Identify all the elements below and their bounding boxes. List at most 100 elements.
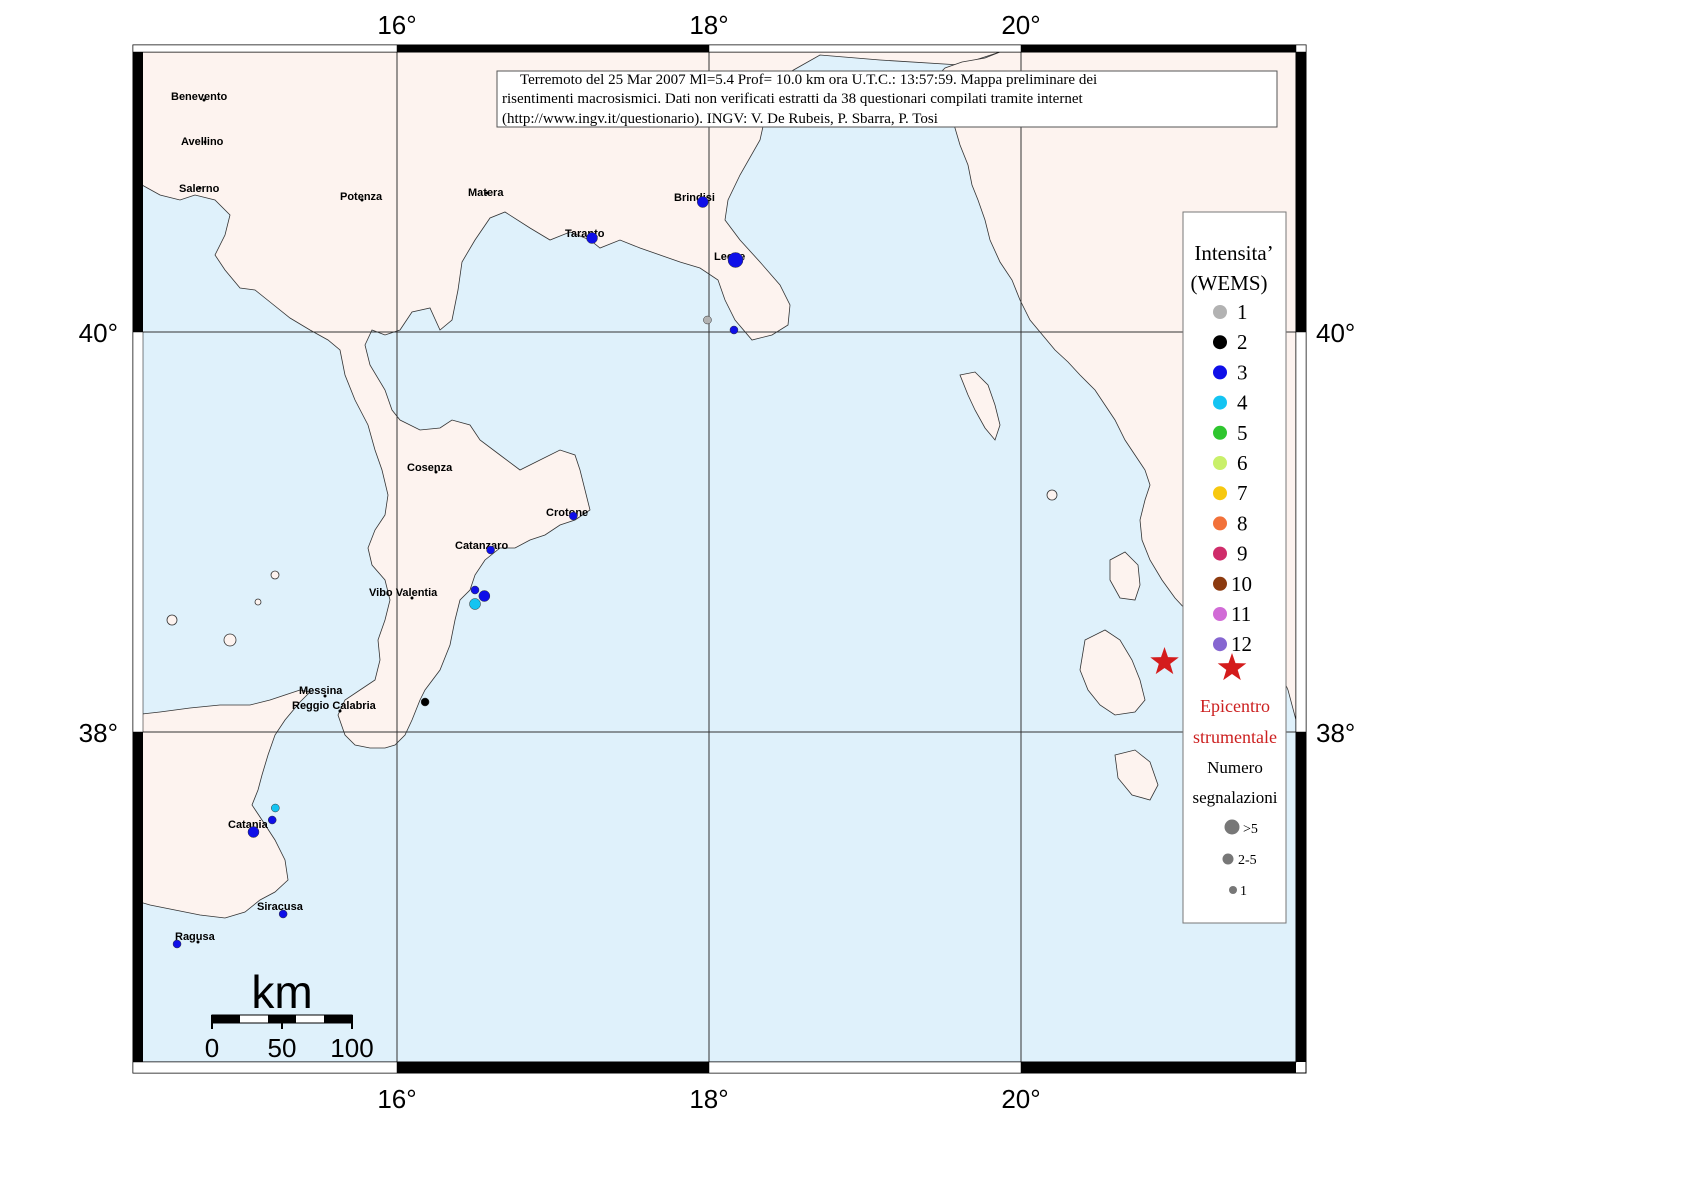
island-small bbox=[223, 633, 237, 647]
legend-label: 12 bbox=[1231, 632, 1252, 656]
right-tick-labels: 40° 38° bbox=[1316, 318, 1355, 748]
city-reggio-calabria: Reggio Calabria bbox=[292, 700, 377, 713]
epicenter-marker bbox=[1150, 647, 1179, 675]
legend-count-1: Numero bbox=[1207, 758, 1263, 777]
city-messina: Messina bbox=[299, 685, 343, 698]
legend-label: 7 bbox=[1237, 481, 1248, 505]
city-cosenza: Cosenza bbox=[407, 462, 453, 474]
legend-swatch bbox=[1213, 456, 1227, 470]
city-label: Crotone bbox=[546, 507, 588, 519]
scale-label: 100 bbox=[330, 1033, 373, 1063]
legend-size-medium: 2-5 bbox=[1222, 853, 1257, 868]
city-label: Cosenza bbox=[407, 462, 453, 474]
city-crotone: Crotone bbox=[546, 507, 588, 519]
legend-swatch bbox=[1213, 425, 1227, 440]
observation-point bbox=[697, 196, 709, 208]
land-southern-italy bbox=[133, 52, 1001, 749]
legend-label: 10 bbox=[1231, 572, 1252, 596]
city-label: Catania bbox=[228, 819, 269, 831]
observation-point bbox=[586, 232, 598, 244]
city-label: Salerno bbox=[179, 183, 220, 195]
legend-count-2: segnalazioni bbox=[1193, 788, 1278, 807]
island-small bbox=[270, 570, 280, 580]
legend-size-label: >5 bbox=[1243, 822, 1258, 837]
observation-point bbox=[478, 590, 491, 602]
island-small bbox=[254, 598, 262, 606]
city-label: Matera bbox=[468, 187, 504, 199]
tick-label: 40° bbox=[79, 318, 118, 348]
legend-title-1: Intensita’ bbox=[1194, 241, 1273, 265]
legend-title-2: (WEMS) bbox=[1191, 271, 1268, 295]
scale-bar: km 0 50 100 bbox=[205, 966, 374, 1063]
city-label: Messina bbox=[299, 685, 343, 697]
legend-size-small: 1 bbox=[1229, 884, 1247, 899]
map-frame bbox=[132, 44, 1307, 1074]
tick-label: 16° bbox=[377, 1084, 416, 1114]
city-salerno: Salerno bbox=[179, 183, 220, 195]
city-potenza: Potenza bbox=[340, 191, 383, 203]
title-line-1: Terremoto del 25 Mar 2007 Ml=5.4 Prof= 1… bbox=[520, 72, 1097, 88]
legend-swatch bbox=[1213, 576, 1227, 591]
legend-swatch bbox=[1213, 607, 1227, 621]
observation-point bbox=[278, 909, 288, 919]
legend-label: 4 bbox=[1237, 391, 1248, 415]
observation-point bbox=[703, 315, 712, 325]
city-label: Benevento bbox=[171, 91, 228, 103]
city-label: Catanzaro bbox=[455, 540, 508, 552]
legend-label: 8 bbox=[1237, 511, 1248, 535]
city-matera: Matera bbox=[468, 187, 504, 199]
tick-label: 18° bbox=[689, 10, 728, 40]
city-labels: Benevento Avellino Salerno Potenza Mater… bbox=[171, 91, 745, 944]
left-tick-labels: 40° 38° bbox=[79, 318, 118, 748]
legend-swatch bbox=[1213, 305, 1227, 319]
legend-swatch bbox=[1213, 395, 1227, 410]
epicenter-star-icon bbox=[1150, 647, 1179, 675]
legend-label: 9 bbox=[1237, 542, 1248, 566]
title-line-2: risentimenti macrosismici. Dati non veri… bbox=[502, 91, 1083, 107]
observation-point bbox=[729, 325, 739, 335]
observation-points bbox=[172, 196, 744, 949]
legend-size-large: >5 bbox=[1224, 819, 1258, 837]
legend-label: 2 bbox=[1237, 330, 1248, 354]
observation-point bbox=[469, 598, 481, 610]
legend-epicenter-star bbox=[1217, 653, 1247, 681]
city-siracusa: Siracusa bbox=[257, 901, 304, 913]
tick-label: 20° bbox=[1001, 10, 1040, 40]
city-label: Reggio Calabria bbox=[292, 700, 377, 712]
island-zakynthos bbox=[1114, 749, 1159, 801]
city-label: Potenza bbox=[340, 191, 383, 203]
city-label: Taranto bbox=[565, 228, 605, 240]
legend-label: 5 bbox=[1237, 421, 1248, 445]
city-catania: Catania bbox=[228, 819, 269, 831]
legend-label: 1 bbox=[1237, 300, 1248, 324]
observation-point bbox=[271, 803, 280, 813]
legend-epicenter-2: strumentale bbox=[1193, 727, 1277, 747]
island-small bbox=[166, 614, 178, 626]
city-label: Ragusa bbox=[175, 931, 216, 943]
city-label: Siracusa bbox=[257, 901, 304, 913]
land-sicily bbox=[133, 689, 311, 919]
legend-swatch bbox=[1213, 546, 1227, 561]
city-label: Vibo Valentia bbox=[369, 587, 438, 599]
observation-point bbox=[486, 545, 495, 555]
island-small bbox=[1046, 489, 1058, 501]
bottom-tick-labels: 16° 18° 20° bbox=[377, 1084, 1040, 1114]
legend-swatch bbox=[1213, 486, 1227, 501]
title-box: Terremoto del 25 Mar 2007 Ml=5.4 Prof= 1… bbox=[496, 70, 1278, 128]
island-cephalonia bbox=[1079, 629, 1146, 716]
observation-point bbox=[470, 585, 480, 595]
legend-epicenter-1: Epicentro bbox=[1200, 696, 1270, 716]
observation-point bbox=[727, 252, 744, 268]
tick-label: 20° bbox=[1001, 1084, 1040, 1114]
legend-label: 6 bbox=[1237, 451, 1248, 475]
legend-box bbox=[1182, 211, 1287, 924]
legend-swatch bbox=[1213, 335, 1227, 350]
city-avellino: Avellino bbox=[181, 136, 224, 148]
scale-label: 0 bbox=[205, 1033, 219, 1063]
tick-label: 38° bbox=[1316, 718, 1355, 748]
observation-point bbox=[172, 939, 182, 949]
city-label: Avellino bbox=[181, 136, 224, 148]
graticule bbox=[133, 52, 1296, 1062]
